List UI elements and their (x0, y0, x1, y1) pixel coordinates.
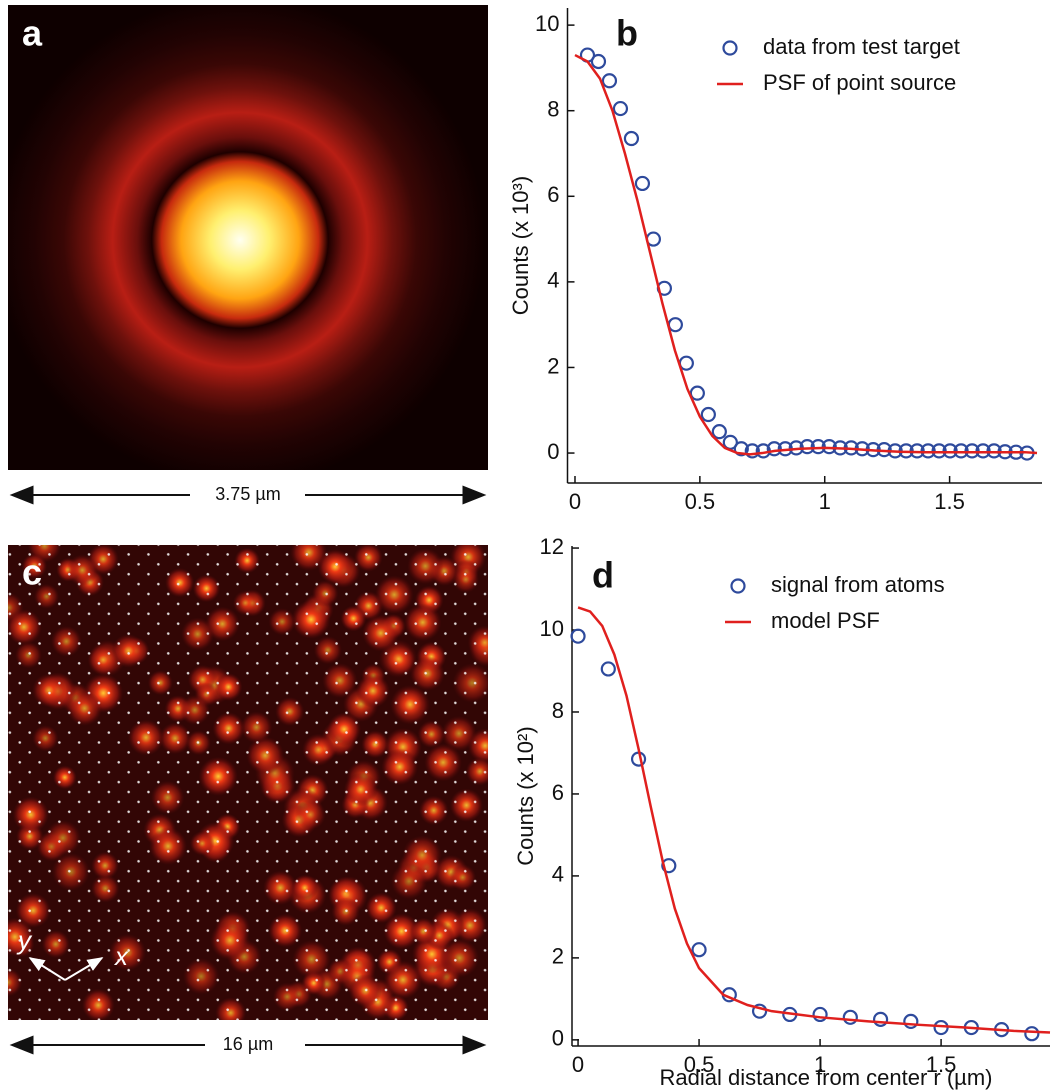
legend-swatch (724, 42, 737, 55)
y-tick-label: 2 (547, 353, 559, 378)
image-a (8, 5, 488, 470)
data-point (602, 662, 615, 675)
data-point (669, 318, 682, 331)
y-tick-label: 4 (552, 862, 564, 887)
data-point (625, 132, 638, 145)
y-tick-label: 0 (547, 439, 559, 464)
legend-label: model PSF (771, 608, 880, 633)
y-tick-label: 12 (540, 534, 564, 559)
x-tick-label: 0.5 (685, 489, 716, 514)
x-tick-label: 1 (819, 489, 831, 514)
data-point (592, 55, 605, 68)
legend-label: signal from atoms (771, 572, 945, 597)
panel-label: a (22, 13, 43, 54)
axis-name: x (113, 941, 129, 971)
data-point (874, 1013, 887, 1026)
y-tick-label: 0 (552, 1026, 564, 1051)
y-tick-label: 10 (540, 616, 564, 641)
data-point (1025, 1027, 1038, 1040)
data-point (603, 74, 616, 87)
legend-swatch (732, 580, 745, 593)
legend-label: data from test target (763, 34, 960, 59)
data-point (904, 1015, 917, 1028)
image-c (0, 529, 503, 1029)
data-point (636, 177, 649, 190)
axis-name: y (16, 925, 33, 955)
x-tick-label: 0 (569, 489, 581, 514)
y-tick-label: 6 (547, 182, 559, 207)
y-tick-label: 4 (547, 268, 559, 293)
x-tick-label: 1.5 (934, 489, 965, 514)
panel-label: c (22, 552, 42, 593)
y-tick-label: 6 (552, 780, 564, 805)
scale-label: 3.75 µm (215, 484, 280, 504)
data-point (814, 1008, 827, 1021)
data-point (691, 387, 704, 400)
y-axis-label: Counts (x 10³) (508, 176, 533, 315)
lattice (8, 545, 488, 1020)
y-tick-label: 2 (552, 944, 564, 969)
y-tick-label: 8 (547, 97, 559, 122)
data-point (844, 1011, 857, 1024)
x-tick-label: 0 (572, 1052, 584, 1077)
panel-label: b (616, 13, 638, 54)
psf-line (575, 55, 1037, 454)
psf-line (578, 607, 1050, 1032)
y-axis-label: Counts (x 10²) (513, 726, 538, 865)
data-point (614, 102, 627, 115)
scale-label: 16 µm (223, 1034, 273, 1054)
y-tick-label: 8 (552, 698, 564, 723)
x-axis-label: Radial distance from center r (µm) (660, 1065, 993, 1090)
data-point (702, 408, 715, 421)
figure: a 3.75 µm c x y 16 µm 0 2 4 6 8 10 0 0.5 1 1.5 Cou… (0, 0, 1053, 1091)
data-point (572, 630, 585, 643)
panel-label: d (592, 555, 614, 596)
legend-label: PSF of point source (763, 70, 956, 95)
data-point (693, 943, 706, 956)
data-point (713, 425, 726, 438)
y-tick-label: 10 (535, 11, 559, 36)
